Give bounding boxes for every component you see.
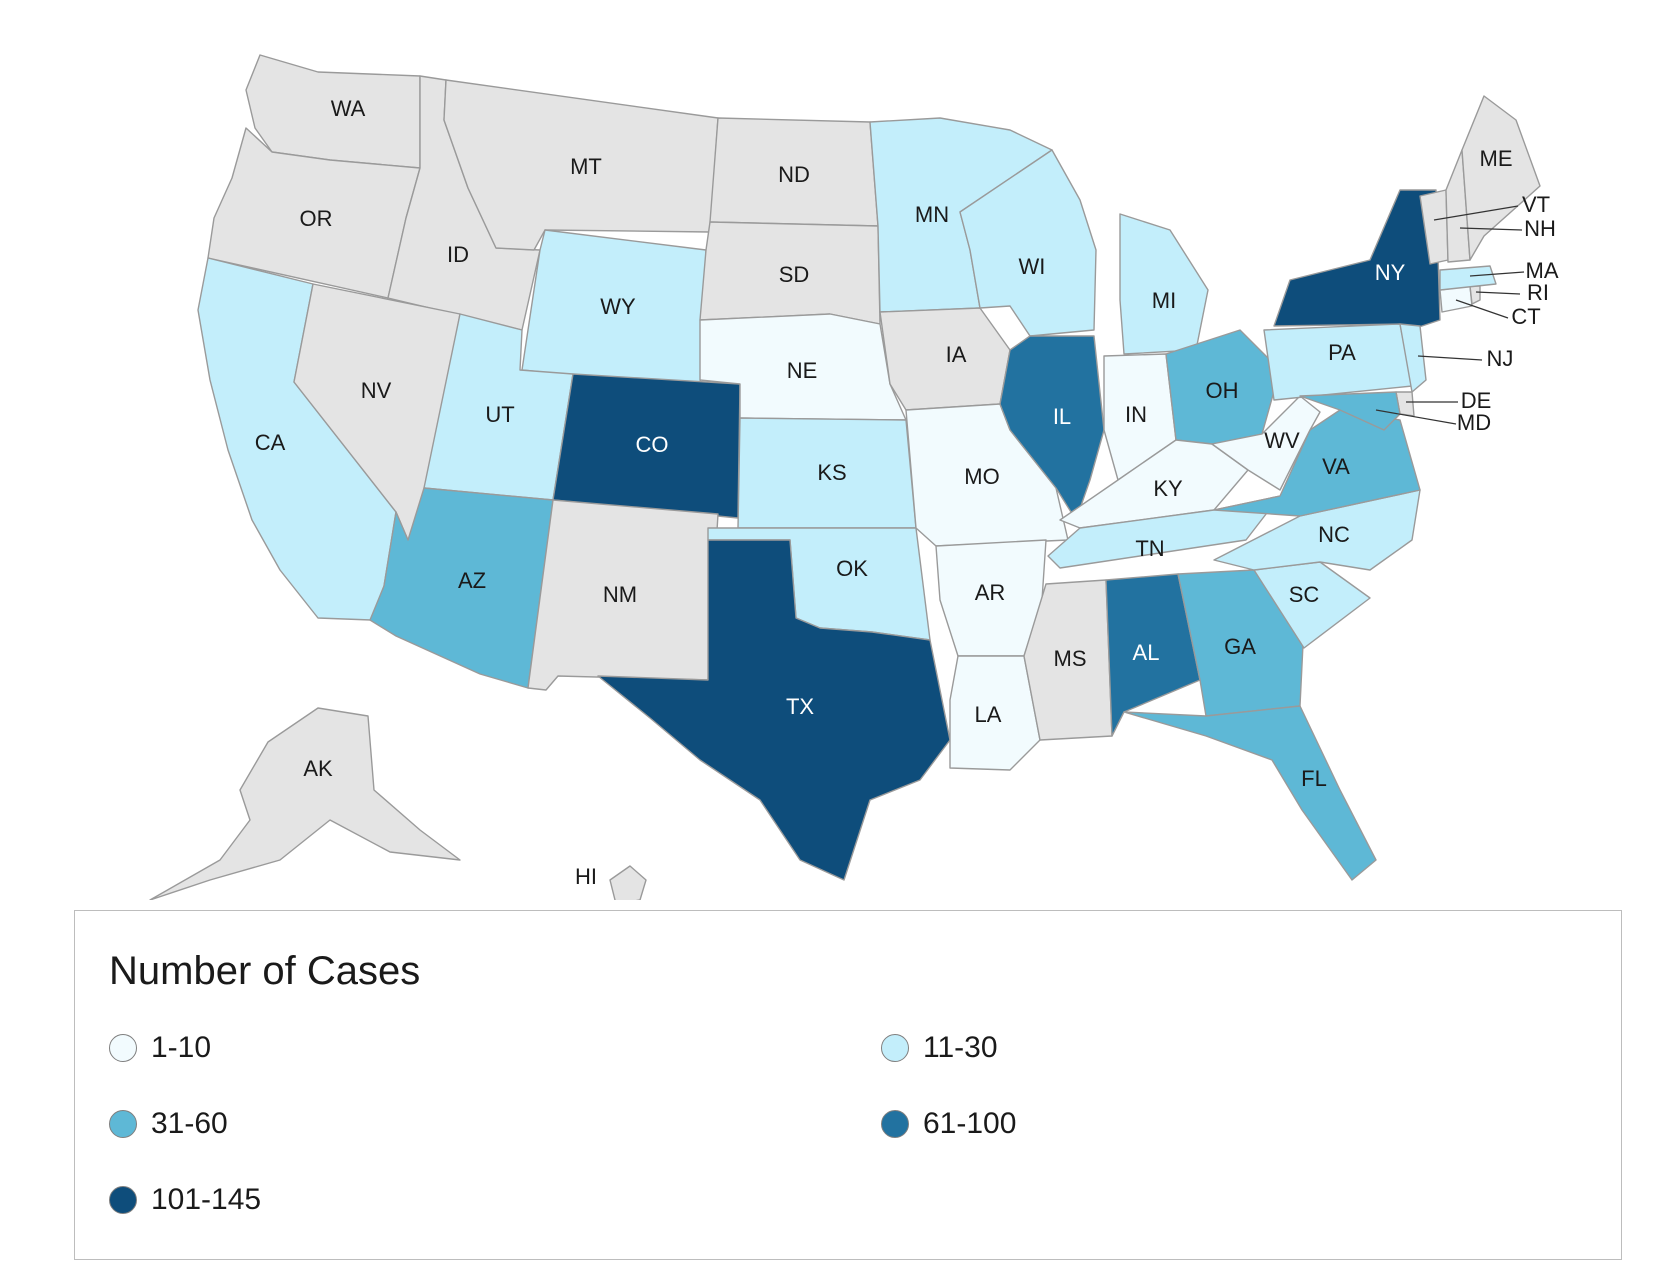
state-label-ar: AR <box>975 580 1006 605</box>
state-label-mn: MN <box>915 202 949 227</box>
state-label-ut: UT <box>485 402 514 427</box>
leader-line-ct <box>1455 299 1509 319</box>
legend-item-11-30: 11-30 <box>881 1031 998 1065</box>
state-ri <box>1469 285 1481 305</box>
state-label-wa: WA <box>331 96 366 121</box>
state-fl <box>1123 705 1377 881</box>
state-label-tx: TX <box>786 694 814 719</box>
state-label-wi: WI <box>1019 254 1046 279</box>
state-label-me: ME <box>1480 146 1513 171</box>
state-label-az: AZ <box>458 568 486 593</box>
legend-label: 1-10 <box>151 1031 212 1064</box>
legend-label: 31-60 <box>151 1107 228 1140</box>
state-label-ok: OK <box>836 556 868 581</box>
state-label-pa: PA <box>1328 340 1356 365</box>
state-label-ny: NY <box>1375 260 1406 285</box>
state-md <box>1299 391 1401 431</box>
state-label-oh: OH <box>1206 378 1239 403</box>
legend-item-1-10: 1-10 <box>109 1031 211 1065</box>
state-label-il: IL <box>1053 404 1071 429</box>
legend-item-101-145: 101-145 <box>109 1183 261 1217</box>
state-ma <box>1439 265 1497 291</box>
state-label-mo: MO <box>964 464 999 489</box>
state-me <box>1461 95 1541 261</box>
state-label-or: OR <box>300 206 333 231</box>
state-ny <box>1273 189 1441 331</box>
state-nm <box>527 499 719 691</box>
state-label-al: AL <box>1133 640 1160 665</box>
state-label-nh: NH <box>1524 216 1556 241</box>
state-wv <box>1211 395 1321 491</box>
state-label-vt: VT <box>1522 192 1550 217</box>
state-label-ks: KS <box>817 460 846 485</box>
state-al <box>1105 573 1201 737</box>
state-label-md: MD <box>1457 410 1491 435</box>
state-nj <box>1399 323 1427 393</box>
legend-swatch <box>881 1110 909 1138</box>
us-map: WA OR CA ID NV MT WY UT AZ CO NM ND SD NE KS OK TX MN IA MO… <box>149 54 1559 900</box>
state-mi <box>1119 213 1209 355</box>
state-label-ak: AK <box>303 756 333 781</box>
state-label-la: LA <box>975 702 1002 727</box>
state-label-hi: HI <box>575 864 597 889</box>
state-label-ca: CA <box>255 430 286 455</box>
state-label-sd: SD <box>779 262 810 287</box>
state-label-sc: SC <box>1289 582 1320 607</box>
state-ms <box>1023 579 1113 741</box>
state-label-tn: TN <box>1135 536 1164 561</box>
state-label-ne: NE <box>787 358 818 383</box>
state-label-nd: ND <box>778 162 810 187</box>
legend-label: 11-30 <box>923 1031 998 1064</box>
legend-title: Number of Cases <box>109 949 421 993</box>
state-label-mt: MT <box>570 154 602 179</box>
state-il <box>999 335 1105 521</box>
legend-item-31-60: 31-60 <box>109 1107 228 1141</box>
us-map-svg: WA OR CA ID NV MT WY UT AZ CO NM ND SD NE KS OK TX MN IA MO… <box>149 54 1559 900</box>
leader-line-nj <box>1417 355 1483 361</box>
leader-line-nh <box>1459 227 1523 231</box>
state-label-ct: CT <box>1511 304 1540 329</box>
state-label-nm: NM <box>603 582 637 607</box>
state-label-wv: WV <box>1264 428 1300 453</box>
legend-swatch <box>109 1034 137 1062</box>
state-wi <box>959 149 1097 337</box>
state-label-de: DE <box>1461 388 1492 413</box>
state-label-in: IN <box>1125 402 1147 427</box>
state-label-ia: IA <box>946 342 967 367</box>
legend-label: 101-145 <box>151 1183 262 1216</box>
state-tx <box>597 539 951 881</box>
legend-swatch <box>109 1186 137 1214</box>
legend-item-61-100: 61-100 <box>881 1107 1016 1141</box>
state-label-nj: NJ <box>1487 346 1514 371</box>
state-label-ga: GA <box>1224 634 1256 659</box>
state-label-mi: MI <box>1152 288 1176 313</box>
state-label-fl: FL <box>1301 766 1327 791</box>
state-label-ma: MA <box>1526 258 1559 283</box>
state-label-nv: NV <box>361 378 392 403</box>
legend-swatch <box>109 1110 137 1138</box>
leader-line-vt <box>1433 205 1519 221</box>
state-ak <box>149 707 461 900</box>
state-label-wy: WY <box>600 294 636 319</box>
state-label-ri: RI <box>1527 280 1549 305</box>
leader-line-ri <box>1475 291 1521 295</box>
legend-swatch <box>881 1034 909 1062</box>
state-label-ky: KY <box>1153 476 1183 501</box>
leader-line-md <box>1375 409 1457 425</box>
state-label-co: CO <box>636 432 669 457</box>
state-label-ms: MS <box>1054 646 1087 671</box>
state-label-va: VA <box>1322 454 1350 479</box>
leader-line-ma <box>1469 271 1525 277</box>
legend: Number of Cases 1-10 11-30 31-60 61-100 … <box>74 910 1622 1260</box>
state-hi <box>609 865 647 900</box>
legend-label: 61-100 <box>923 1107 1017 1140</box>
state-label-nc: NC <box>1318 522 1350 547</box>
state-label-id: ID <box>447 242 469 267</box>
